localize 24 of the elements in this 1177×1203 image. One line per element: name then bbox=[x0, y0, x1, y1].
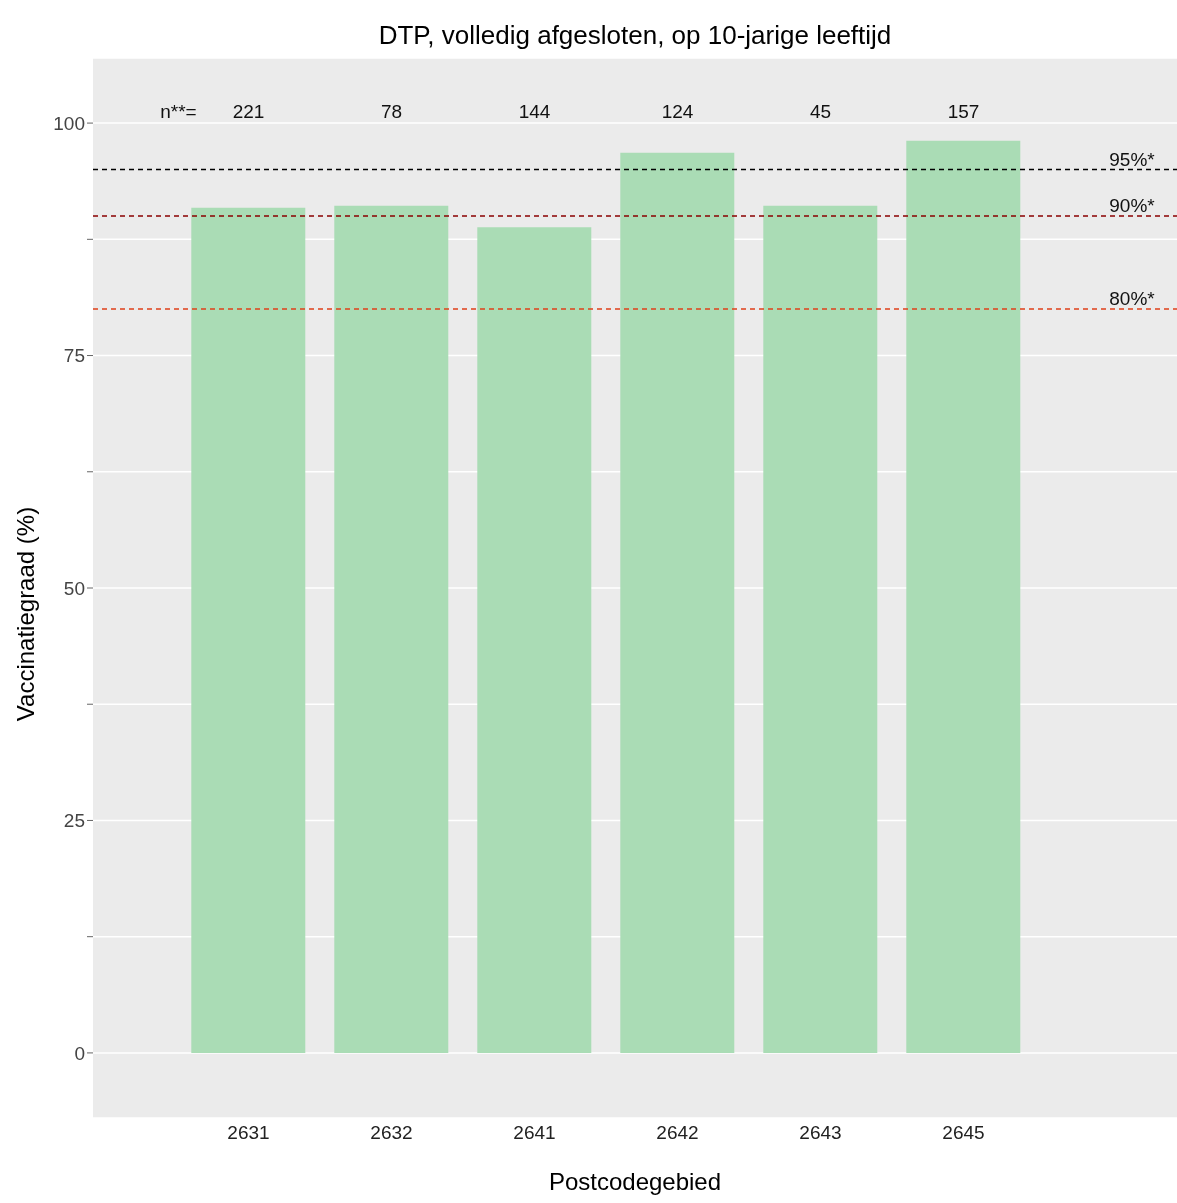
annotation: n**= bbox=[160, 101, 197, 122]
y-tick-label: 0 bbox=[74, 1042, 85, 1064]
y-tick-label: 100 bbox=[53, 112, 85, 134]
annotation: 45 bbox=[809, 101, 832, 122]
x-tick-label: 2643 bbox=[799, 1122, 842, 1144]
y-tick-label: 75 bbox=[63, 345, 85, 367]
x-tick-label: 2641 bbox=[513, 1122, 556, 1144]
ref-line-label: 95%* bbox=[1109, 148, 1156, 170]
ref-line-label: 80%* bbox=[1109, 288, 1156, 310]
annotation: 221 bbox=[232, 101, 265, 122]
ref-line-label: 90%* bbox=[1109, 195, 1156, 217]
chart-title: DTP, volledig afgesloten, op 10-jarige leeftijd bbox=[377, 20, 893, 51]
x-axis-title: Postcodegebied bbox=[547, 1168, 723, 1196]
x-tick-label: 2645 bbox=[942, 1122, 985, 1144]
annotation: 144 bbox=[518, 101, 551, 122]
x-tick-label: 2642 bbox=[656, 1122, 699, 1144]
y-tick-label: 50 bbox=[63, 577, 85, 599]
x-tick-label: 2632 bbox=[370, 1122, 413, 1144]
annotation: 157 bbox=[947, 101, 980, 122]
x-tick-label: 2631 bbox=[227, 1122, 270, 1144]
y-tick-label: 25 bbox=[63, 810, 85, 832]
annotation: 124 bbox=[661, 101, 694, 122]
y-axis-title: Vaccinatiegraad (%) bbox=[12, 506, 40, 722]
annotation: 78 bbox=[380, 101, 403, 122]
